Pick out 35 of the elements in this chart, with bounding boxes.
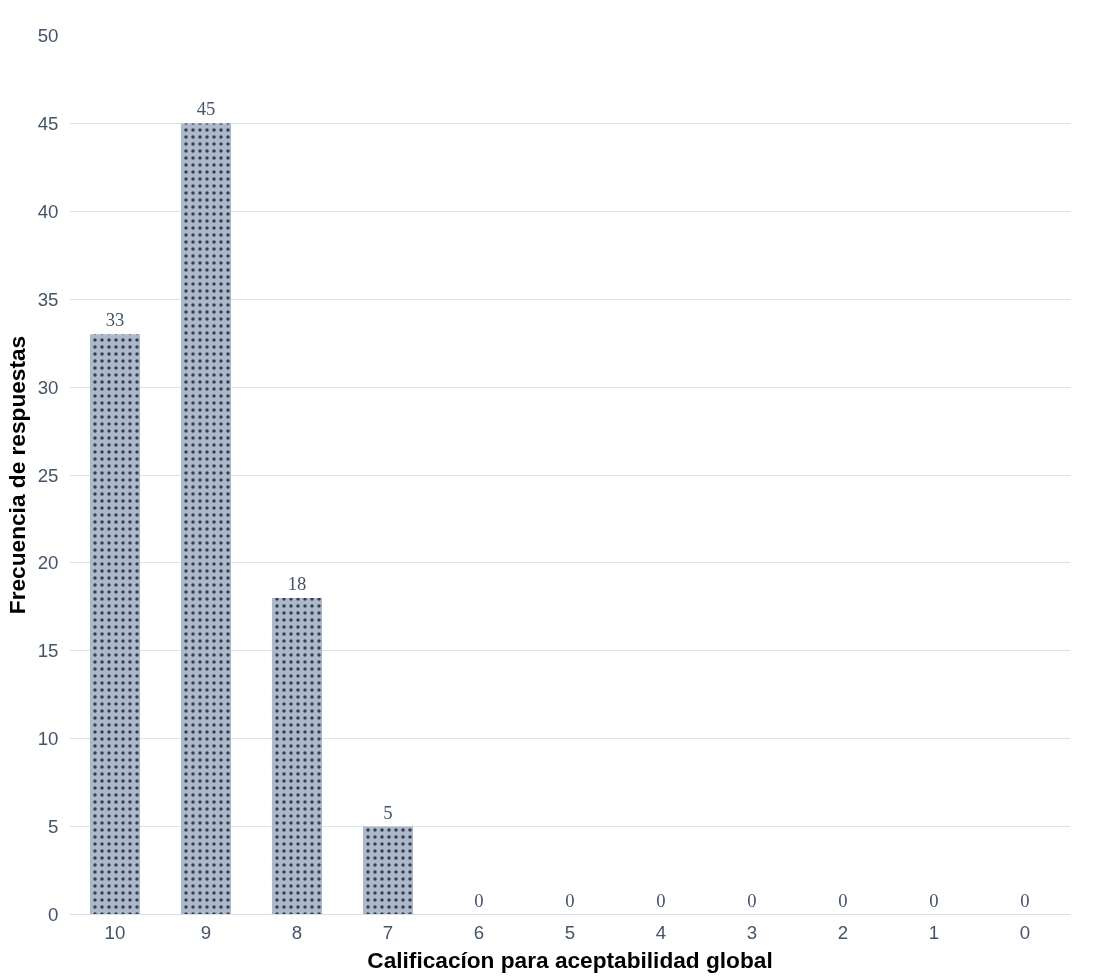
y-tick-label: 50 (37, 25, 59, 46)
data-label: 0 (1020, 889, 1030, 911)
x-tick-label: 9 (200, 921, 212, 943)
x-tick-label: 4 (655, 921, 667, 943)
x-tick-label: 1 (928, 921, 940, 943)
x-tick-label: 10 (104, 921, 126, 943)
data-label: 0 (565, 889, 575, 911)
x-tick-label: 3 (746, 921, 758, 943)
y-tick-label: 10 (37, 728, 59, 750)
y-tick-label: 0 (48, 904, 59, 925)
y-tick-label: 35 (37, 288, 59, 310)
data-label: 45 (196, 98, 216, 120)
data-label: 33 (105, 309, 125, 331)
x-tick-label: 0 (1019, 921, 1031, 943)
x-tick-label: 8 (291, 921, 303, 943)
y-tick-label: 30 (37, 376, 59, 398)
x-tick-label: 5 (564, 921, 576, 943)
x-tick-label: 2 (837, 921, 849, 943)
y-tick-label: 40 (37, 200, 59, 222)
y-tick-label: 45 (37, 112, 59, 134)
data-label: 0 (929, 889, 939, 911)
data-label: 0 (474, 889, 484, 911)
x-tick-label: 6 (473, 921, 485, 943)
y-tick-label: 15 (37, 640, 59, 662)
data-label: 18 (287, 573, 307, 595)
data-label: 0 (747, 889, 757, 911)
y-tick-label: 20 (37, 552, 59, 574)
x-tick-label: 7 (382, 921, 394, 943)
data-label: 0 (656, 889, 666, 911)
data-label: 0 (838, 889, 848, 911)
y-tick-label: 5 (48, 816, 59, 838)
y-tick-label: 25 (37, 464, 59, 486)
data-label: 5 (383, 801, 393, 823)
x-axis-title: Calificacíon para aceptabilidad global (367, 946, 773, 973)
y-axis-title: Frecuencia de respuestas (3, 335, 30, 615)
